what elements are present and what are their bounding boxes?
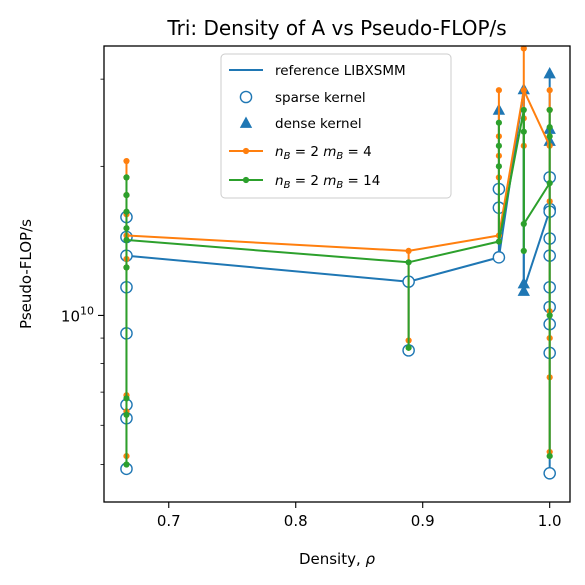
- series-nb2-mb4-dot: [520, 87, 527, 94]
- series-nb2-mb14-dot: [495, 119, 502, 126]
- series-nb2-mb14-dot: [546, 452, 553, 460]
- series-nb2-mb4-dot: [123, 157, 130, 165]
- y-tick-label: 1010: [61, 304, 94, 325]
- dense-kernel-marker: [517, 284, 530, 296]
- series-nb2-mb14-dot: [123, 411, 130, 418]
- series-nb2-mb4-dot: [546, 87, 553, 94]
- x-tick-label: 1.0: [538, 512, 562, 530]
- series-nb2-mb14-dot: [546, 312, 553, 319]
- series-nb2-mb14-dot: [123, 461, 130, 468]
- series-nb2-mb14-dot: [123, 395, 130, 402]
- series-nb2-mb14-dot: [123, 208, 130, 215]
- legend-label-part: = 2: [290, 144, 323, 160]
- legend: reference LIBXSMM sparse kernel dense kern…: [220, 53, 452, 199]
- legend-label-part: n: [275, 173, 284, 189]
- legend-reference-label: reference LIBXSMM: [275, 63, 406, 79]
- series-nb2-mb14-dot: [495, 142, 502, 149]
- series-nb2-mb14-dot: [495, 163, 502, 170]
- y-tick-base: 10: [61, 307, 80, 325]
- legend-label-part: B: [336, 180, 343, 191]
- series-nb2-mb4-dot: [520, 45, 527, 52]
- series-nb2-mb14-dot: [520, 247, 527, 254]
- series-nb2-mb14-dot: [123, 236, 130, 244]
- series-nb2-mb14-dot: [520, 128, 527, 135]
- chart-title: Tri: Density of A vs Pseudo-FLOP/s: [166, 16, 506, 40]
- legend-label-part: B: [284, 151, 291, 162]
- legend-label-part: B: [336, 151, 343, 162]
- series-nb2-mb14-dot: [546, 133, 553, 140]
- plot-frame: [103, 45, 571, 503]
- legend-sparse-label: sparse kernel: [275, 90, 366, 106]
- series-nb2-mb14-dot: [123, 174, 130, 181]
- legend-label-part: m: [323, 173, 336, 189]
- legend-series-label: nB = 2 mB = 14: [275, 173, 380, 191]
- series-nb2-mb14-dot: [546, 180, 553, 187]
- legend-box: [220, 53, 452, 199]
- legend-label-part: = 4: [343, 144, 371, 160]
- x-tick-label: 0.7: [157, 512, 181, 530]
- legend-sparse-swatch: [239, 90, 253, 104]
- legend-dense-label: dense kernel: [275, 116, 362, 132]
- series-nb2-mb4-dot: [495, 87, 502, 94]
- series-nb2-mb14-dot: [546, 124, 553, 131]
- x-tick-label: 0.8: [284, 512, 308, 530]
- legend-dense-swatch: [239, 116, 253, 128]
- series-nb2-mb14-line: [126, 109, 551, 264]
- dense-kernel-marker: [543, 66, 556, 79]
- series-nb2-mb4-dot: [405, 247, 412, 254]
- series-nb2-mb14-dot: [495, 238, 502, 245]
- series-nb2-mb14-dot: [405, 259, 412, 266]
- y-tick-exponent: 10: [80, 304, 94, 317]
- series-nb2-mb14-dot: [520, 106, 527, 114]
- legend-label-part: n: [275, 144, 284, 160]
- series-nb2-mb14-dot: [405, 344, 412, 351]
- legend-label-part: B: [284, 180, 291, 191]
- legend-label-part: m: [323, 144, 336, 160]
- x-tick-label: 0.9: [411, 512, 435, 530]
- dense-kernel-marker: [517, 277, 530, 289]
- series-nb2-mb14-dot: [123, 225, 130, 232]
- sparse-kernel-marker: [543, 466, 556, 480]
- sparse-kernel-marker: [492, 251, 506, 264]
- legend-label-part: = 14: [343, 173, 380, 189]
- legend-series-label: nB = 2 mB = 4: [275, 144, 372, 162]
- y-axis-label: Pseudo-FLOP/s: [17, 219, 35, 329]
- series-nb2-mb14-dot: [520, 220, 527, 228]
- series-nb2-mb14-dot: [123, 264, 130, 271]
- legend-label-part: = 2: [290, 173, 323, 189]
- legend-series-swatch-dot: [242, 147, 250, 155]
- series-nb2-mb14-dot: [123, 191, 130, 199]
- x-axis-label: Density, ρ: [299, 550, 376, 568]
- series-nb2-mb14-dot: [546, 106, 553, 114]
- legend-series-swatch-dot: [242, 176, 250, 184]
